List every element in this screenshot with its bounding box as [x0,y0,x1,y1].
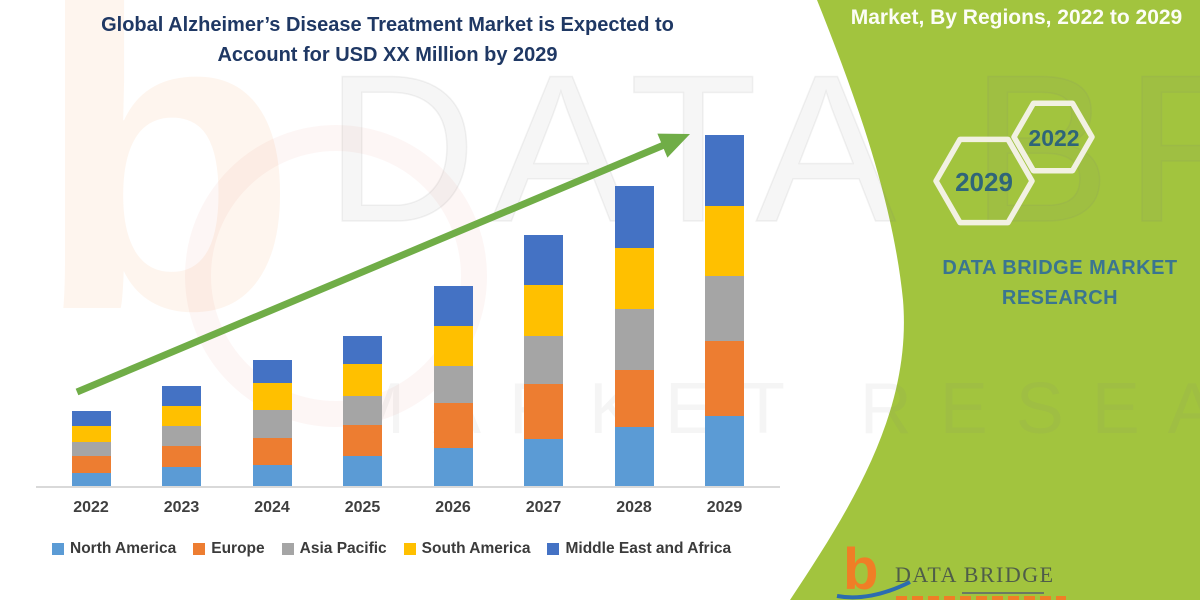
bar-segment-south-america [162,406,201,426]
bar-segment-europe [71,456,111,473]
legend-item: North America [52,540,176,558]
footer-logo-swoosh-icon [836,580,911,600]
page-title: Global Alzheimer’s Disease Treatment Mar… [55,10,720,70]
bar-segment-asia-pacific [705,276,744,341]
bar-segment-north-america [705,416,744,486]
legend-label: North America [70,540,177,557]
x-axis-label: 2022 [73,499,109,516]
bar-segment-north-america [343,456,382,486]
watermark-logo-arc-icon [185,125,487,427]
bar-segment-middle-east-and-africa [433,286,473,326]
bar-segment-middle-east-and-africa [252,360,292,383]
bar-segment-north-america [162,467,201,486]
bar-segment-asia-pacific [524,336,563,384]
bar-segment-europe [252,438,292,465]
legend-swatch [281,543,294,555]
bar-segment-middle-east-and-africa [524,235,563,285]
bar-segment-south-america [71,426,111,442]
x-axis-label: 2024 [254,499,290,516]
watermark-big-text: DATA BRIDGE [324,30,1200,267]
watermark-logo-b-icon: b [35,0,298,400]
legend-label: Europe [211,540,265,557]
bar-segment-europe [343,425,382,456]
bar-segment-europe [614,370,654,427]
bar-segment-asia-pacific [433,366,473,403]
footer-brand-underline [962,592,1044,594]
bar-segment-middle-east-and-africa [162,386,201,406]
bar-segment-europe [524,384,563,439]
watermark-small-text: MARKET RESEARCH [345,369,1200,449]
x-axis-label: 2023 [163,499,200,516]
bar-segment-south-america [343,364,382,396]
bar-segment-asia-pacific [614,309,654,370]
x-axis-label: 2025 [344,499,381,516]
brand-text: DATA BRIDGE MARKET RESEARCH [942,257,1178,309]
green-panel-shape [790,0,1200,600]
bar-segment-north-america [252,465,292,486]
legend-item: Europe [193,540,265,558]
bar-segment-asia-pacific [343,396,382,425]
footer-brand-text: DATA BRIDGE [895,562,1055,587]
bar-segment-south-america [705,206,744,276]
bar-segment-north-america [71,473,111,486]
x-axis-label: 2026 [435,499,471,516]
legend-label: South America [421,540,531,557]
bar-segment-middle-east-and-africa [614,186,654,248]
bar-segment-middle-east-and-africa [705,135,744,206]
legend-swatch [547,543,560,555]
bar-segment-south-america [433,326,473,366]
trend-arrow-line [75,141,666,396]
x-axis-label: 2029 [706,499,743,516]
bar-segment-middle-east-and-africa [343,336,382,364]
legend-label: Asia Pacific [299,540,387,557]
legend-swatch [403,543,416,555]
bar-segment-south-america [614,248,654,309]
bar-segment-europe [162,446,201,467]
hexagon-2029 [933,136,1035,226]
legend-item: Middle East and Africa [547,540,731,558]
hexagon-2029-label: 2029 [955,167,1013,197]
legend-item: South America [403,540,531,558]
page-title-line2: Account for USD XX Million by 2029 [217,44,558,66]
hexagon-2022 [1011,100,1095,174]
x-axis-line [36,486,780,488]
x-axis-label: 2028 [616,499,652,516]
legend-item: Asia Pacific [281,540,387,558]
bar-segment-europe [433,403,473,448]
bar-segment-middle-east-and-africa [71,411,111,426]
x-axis-label: 2027 [525,499,562,516]
bar-segment-north-america [433,448,473,486]
hexagon-2022-label: 2022 [1028,125,1080,151]
footer-cropped-text [896,596,1066,600]
bar-segment-asia-pacific [162,426,201,446]
bar-segment-europe [705,341,744,416]
trend-arrow-head [657,133,690,158]
bar-segment-north-america [614,427,654,486]
legend-swatch [52,543,64,555]
panel-heading: Market, By Regions, 2022 to 2029 [850,6,1183,29]
legend: North America Europe Asia Pacific South Ame… [52,540,731,558]
bar-segment-south-america [524,285,563,336]
legend-swatch [193,543,206,555]
bar-segment-asia-pacific [71,442,111,456]
legend-label: Middle East and Africa [565,540,732,557]
bar-segment-asia-pacific [252,410,292,438]
bar-segment-north-america [524,439,563,486]
bar-segment-south-america [252,383,292,410]
footer-logo-b-icon: b [843,537,879,600]
page-title-line1: Global Alzheimer’s Disease Treatment Mar… [101,14,674,36]
